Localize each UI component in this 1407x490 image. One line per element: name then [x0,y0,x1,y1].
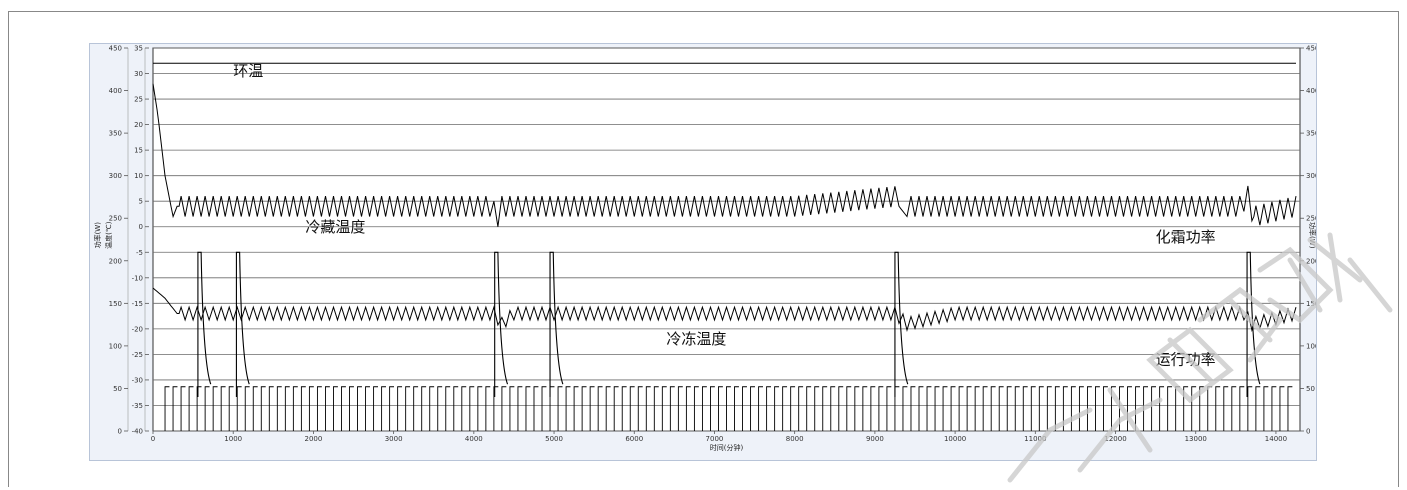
annotation-4: 冷冻温度 [666,330,726,348]
x-axis-title: 时间(分钟) [710,443,744,452]
temp-tick-label: -40 [132,428,143,436]
defrost-spike [235,251,250,397]
x-tick-label: 13000 [1185,435,1207,443]
x-tick-label: 3000 [385,435,403,443]
series-line [152,287,1297,333]
x-tick-label: 7000 [706,435,724,443]
y-axis-title-temp: 温度(℃) [104,221,113,249]
right-tick-label: 350 [1306,130,1316,138]
power-tick-label: 300 [109,172,122,180]
series-2 [152,83,1297,227]
right-tick-label: 50 [1306,385,1315,393]
temp-tick-label: -30 [132,376,143,384]
x-tick-label: 0 [151,435,155,443]
temp-tick-label: -20 [132,325,143,333]
watermark [1007,232,1393,483]
temp-tick-label: -25 [132,351,143,359]
right-tick-label: 450 [1306,45,1316,53]
x-tick-label: 1000 [224,435,242,443]
right-tick-label: 250 [1306,215,1316,223]
temp-tick-label: -5 [136,249,143,257]
temp-tick-label: 20 [134,121,143,129]
power-tick-label: 100 [109,342,122,350]
figure-frame [8,11,1399,487]
power-tick-label: 50 [113,385,122,393]
defrost-spike [1246,251,1261,397]
run-power-line [164,386,1293,431]
watermark-glyphs [1007,232,1393,483]
series-3 [152,287,1297,333]
defrost-spike [494,251,509,397]
power-tick-label: 200 [109,257,122,265]
plot-area [152,47,1301,432]
y-axis-title-right: 功率(W) [1308,222,1316,249]
power-tick-label: 350 [109,130,122,138]
temp-tick-label: 25 [134,96,143,104]
annotation-1: 环温 [233,62,263,80]
temp-tick-label: 35 [134,45,143,53]
temp-tick-label: -15 [132,300,143,308]
x-tick-label: 11000 [1024,435,1046,443]
right-tick-label: 200 [1306,257,1316,265]
temp-tick-label: -10 [132,274,143,282]
right-tick-label: 100 [1306,342,1316,350]
annotation-5: 运行功率 [1156,351,1216,369]
x-tick-label: 4000 [465,435,483,443]
right-tick-label: 300 [1306,172,1316,180]
power-tick-label: 0 [118,428,122,436]
power-tick-label: 400 [109,87,122,95]
right-tick-label: 400 [1306,87,1316,95]
x-tick-label: 10000 [944,435,966,443]
temp-tick-label: 0 [139,223,143,231]
defrost-spike [549,251,564,397]
x-tick-label: 5000 [545,435,563,443]
series-line [152,83,1297,227]
x-tick-label: 6000 [625,435,643,443]
power-tick-label: 250 [109,215,122,223]
temp-tick-label: 5 [139,198,143,206]
right-tick-label: 150 [1306,300,1316,308]
x-tick-label: 14000 [1265,435,1287,443]
x-tick-label: 12000 [1104,435,1126,443]
x-tick-label: 8000 [786,435,804,443]
x-tick-label: 9000 [866,435,884,443]
defrost-spike [197,251,212,397]
power-tick-label: 150 [109,300,122,308]
x-tick-label: 2000 [305,435,323,443]
power-tick-label: 450 [109,45,122,53]
right-tick-label: 0 [1306,428,1310,436]
temp-tick-label: 15 [134,147,143,155]
series-4 [197,251,1261,397]
y-axis-title-power: 功率(W) [93,222,102,249]
series-5 [164,386,1293,431]
temp-tick-label: 10 [134,172,143,180]
temp-tick-label: 30 [134,70,143,78]
defrost-spike [894,251,909,397]
annotation-3: 化霜功率 [1156,228,1216,246]
temp-tick-label: -35 [132,402,143,410]
annotation-2: 冷藏温度 [305,218,365,236]
